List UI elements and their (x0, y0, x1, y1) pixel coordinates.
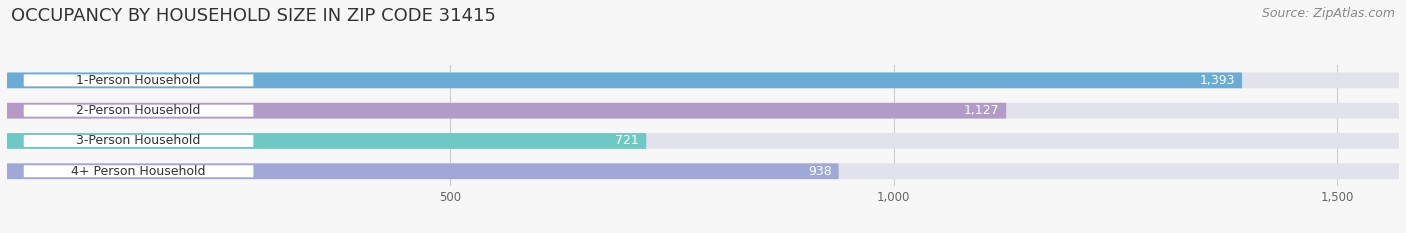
Text: OCCUPANCY BY HOUSEHOLD SIZE IN ZIP CODE 31415: OCCUPANCY BY HOUSEHOLD SIZE IN ZIP CODE … (11, 7, 496, 25)
Text: 1-Person Household: 1-Person Household (76, 74, 201, 87)
Text: Source: ZipAtlas.com: Source: ZipAtlas.com (1261, 7, 1395, 20)
FancyBboxPatch shape (24, 165, 253, 177)
FancyBboxPatch shape (7, 72, 1241, 88)
Text: 721: 721 (616, 134, 640, 147)
FancyBboxPatch shape (7, 133, 647, 149)
FancyBboxPatch shape (7, 103, 1007, 119)
Text: 2-Person Household: 2-Person Household (76, 104, 201, 117)
FancyBboxPatch shape (7, 103, 1399, 119)
FancyBboxPatch shape (7, 163, 838, 179)
FancyBboxPatch shape (24, 135, 253, 147)
Text: 4+ Person Household: 4+ Person Household (72, 165, 205, 178)
FancyBboxPatch shape (24, 105, 253, 117)
Text: 3-Person Household: 3-Person Household (76, 134, 201, 147)
FancyBboxPatch shape (24, 74, 253, 86)
FancyBboxPatch shape (7, 72, 1399, 88)
FancyBboxPatch shape (7, 133, 1399, 149)
Text: 1,393: 1,393 (1199, 74, 1234, 87)
Text: 938: 938 (808, 165, 831, 178)
FancyBboxPatch shape (7, 163, 1399, 179)
Text: 1,127: 1,127 (963, 104, 1000, 117)
